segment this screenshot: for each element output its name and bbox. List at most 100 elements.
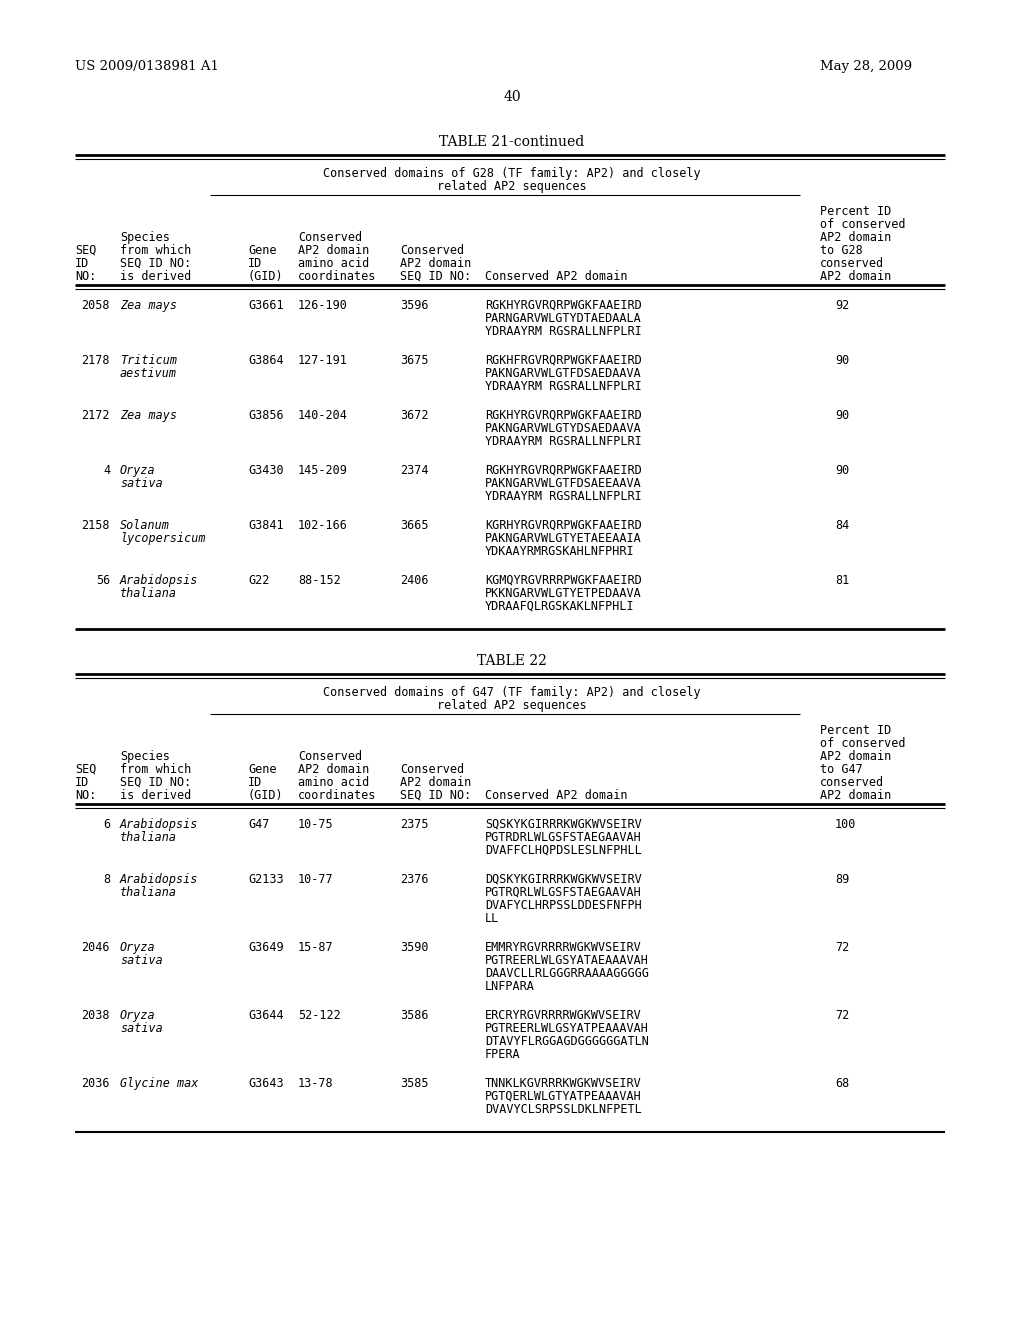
Text: 6: 6 <box>102 818 110 832</box>
Text: coordinates: coordinates <box>298 271 377 282</box>
Text: G3841: G3841 <box>248 519 284 532</box>
Text: AP2 domain: AP2 domain <box>298 244 370 257</box>
Text: Zea mays: Zea mays <box>120 409 177 422</box>
Text: from which: from which <box>120 763 191 776</box>
Text: thaliana: thaliana <box>120 886 177 899</box>
Text: ID: ID <box>75 257 89 271</box>
Text: SEQ: SEQ <box>75 763 96 776</box>
Text: (GID): (GID) <box>248 271 284 282</box>
Text: 100: 100 <box>835 818 856 832</box>
Text: to G47: to G47 <box>820 763 863 776</box>
Text: 72: 72 <box>835 941 849 954</box>
Text: AP2 domain: AP2 domain <box>820 750 891 763</box>
Text: PGTQERLWLGTYATPEAAAVAH: PGTQERLWLGTYATPEAAAVAH <box>485 1090 642 1104</box>
Text: 102-166: 102-166 <box>298 519 348 532</box>
Text: RGKHYRGVRQRPWGKFAAEIRD: RGKHYRGVRQRPWGKFAAEIRD <box>485 300 642 312</box>
Text: SQSKYKGIRRRKWGKWVSEIRV: SQSKYKGIRRRKWGKWVSEIRV <box>485 818 642 832</box>
Text: Arabidopsis: Arabidopsis <box>120 574 199 587</box>
Text: PAKNGARVWLGTFDSAEEAAVA: PAKNGARVWLGTFDSAEEAAVA <box>485 477 642 490</box>
Text: 2036: 2036 <box>82 1077 110 1090</box>
Text: SEQ ID NO:: SEQ ID NO: <box>120 257 191 271</box>
Text: 3665: 3665 <box>400 519 428 532</box>
Text: DVAVYCLSRPSSLDKLNFPETL: DVAVYCLSRPSSLDKLNFPETL <box>485 1104 642 1115</box>
Text: Gene: Gene <box>248 763 276 776</box>
Text: ID: ID <box>248 776 262 789</box>
Text: amino acid: amino acid <box>298 776 370 789</box>
Text: of conserved: of conserved <box>820 218 905 231</box>
Text: DTAVYFLRGGAGDGGGGGGATLN: DTAVYFLRGGAGDGGGGGGATLN <box>485 1035 649 1048</box>
Text: 15-87: 15-87 <box>298 941 334 954</box>
Text: PARNGARVWLGTYDTAEDAALA: PARNGARVWLGTYDTAEDAALA <box>485 312 642 325</box>
Text: related AP2 sequences: related AP2 sequences <box>437 700 587 711</box>
Text: coordinates: coordinates <box>298 789 377 803</box>
Text: US 2009/0138981 A1: US 2009/0138981 A1 <box>75 59 219 73</box>
Text: aestivum: aestivum <box>120 367 177 380</box>
Text: G3643: G3643 <box>248 1077 284 1090</box>
Text: Species: Species <box>120 750 170 763</box>
Text: is derived: is derived <box>120 789 191 803</box>
Text: 3586: 3586 <box>400 1008 428 1022</box>
Text: DVAFYCLHRPSSLDDESFNFPH: DVAFYCLHRPSSLDDESFNFPH <box>485 899 642 912</box>
Text: Conserved: Conserved <box>400 763 464 776</box>
Text: YDRAAYRM RGSRALLNFPLRI: YDRAAYRM RGSRALLNFPLRI <box>485 490 642 503</box>
Text: KGMQYRGVRRRPWGKFAAEIRD: KGMQYRGVRRRPWGKFAAEIRD <box>485 574 642 587</box>
Text: DAAVCLLRLGGGRRAAAAGGGGG: DAAVCLLRLGGGRRAAAAGGGGG <box>485 968 649 979</box>
Text: 2158: 2158 <box>82 519 110 532</box>
Text: 56: 56 <box>96 574 110 587</box>
Text: 4: 4 <box>102 465 110 477</box>
Text: Conserved AP2 domain: Conserved AP2 domain <box>485 271 628 282</box>
Text: Percent ID: Percent ID <box>820 205 891 218</box>
Text: 126-190: 126-190 <box>298 300 348 312</box>
Text: 92: 92 <box>835 300 849 312</box>
Text: ID: ID <box>248 257 262 271</box>
Text: is derived: is derived <box>120 271 191 282</box>
Text: ID: ID <box>75 776 89 789</box>
Text: PAKNGARVWLGTYDSAEDAAVA: PAKNGARVWLGTYDSAEDAAVA <box>485 422 642 436</box>
Text: AP2 domain: AP2 domain <box>820 271 891 282</box>
Text: Arabidopsis: Arabidopsis <box>120 818 199 832</box>
Text: DQSKYKGIRRRKWGKWVSEIRV: DQSKYKGIRRRKWGKWVSEIRV <box>485 873 642 886</box>
Text: 68: 68 <box>835 1077 849 1090</box>
Text: 3590: 3590 <box>400 941 428 954</box>
Text: EMMRYRGVRRRRWGKWVSEIRV: EMMRYRGVRRRRWGKWVSEIRV <box>485 941 642 954</box>
Text: 3596: 3596 <box>400 300 428 312</box>
Text: 2406: 2406 <box>400 574 428 587</box>
Text: Conserved: Conserved <box>298 231 362 244</box>
Text: ERCRYRGVRRRRWGKWVSEIRV: ERCRYRGVRRRRWGKWVSEIRV <box>485 1008 642 1022</box>
Text: thaliana: thaliana <box>120 587 177 601</box>
Text: 52-122: 52-122 <box>298 1008 341 1022</box>
Text: LNFPARA: LNFPARA <box>485 979 535 993</box>
Text: 2375: 2375 <box>400 818 428 832</box>
Text: Solanum: Solanum <box>120 519 170 532</box>
Text: PGTREERLWLGSYATPEAAAVAH: PGTREERLWLGSYATPEAAAVAH <box>485 1022 649 1035</box>
Text: G3644: G3644 <box>248 1008 284 1022</box>
Text: 90: 90 <box>835 409 849 422</box>
Text: sativa: sativa <box>120 477 163 490</box>
Text: (GID): (GID) <box>248 789 284 803</box>
Text: SEQ ID NO:: SEQ ID NO: <box>400 789 471 803</box>
Text: Gene: Gene <box>248 244 276 257</box>
Text: YDRAAFQLRGSKAKLNFPHLI: YDRAAFQLRGSKAKLNFPHLI <box>485 601 635 612</box>
Text: conserved: conserved <box>820 776 884 789</box>
Text: G47: G47 <box>248 818 269 832</box>
Text: AP2 domain: AP2 domain <box>400 776 471 789</box>
Text: RGKHYRGVRQRPWGKFAAEIRD: RGKHYRGVRQRPWGKFAAEIRD <box>485 465 642 477</box>
Text: G22: G22 <box>248 574 269 587</box>
Text: AP2 domain: AP2 domain <box>298 763 370 776</box>
Text: from which: from which <box>120 244 191 257</box>
Text: G3864: G3864 <box>248 354 284 367</box>
Text: 72: 72 <box>835 1008 849 1022</box>
Text: sativa: sativa <box>120 954 163 968</box>
Text: PAKNGARVWLGTFDSAEDAAVA: PAKNGARVWLGTFDSAEDAAVA <box>485 367 642 380</box>
Text: PGTRDRLWLGSFSTAEGAAVAH: PGTRDRLWLGSFSTAEGAAVAH <box>485 832 642 843</box>
Text: FPERA: FPERA <box>485 1048 520 1061</box>
Text: YDRAAYRM RGSRALLNFPLRI: YDRAAYRM RGSRALLNFPLRI <box>485 325 642 338</box>
Text: 140-204: 140-204 <box>298 409 348 422</box>
Text: LL: LL <box>485 912 500 925</box>
Text: 81: 81 <box>835 574 849 587</box>
Text: thaliana: thaliana <box>120 832 177 843</box>
Text: Arabidopsis: Arabidopsis <box>120 873 199 886</box>
Text: G3661: G3661 <box>248 300 284 312</box>
Text: NO:: NO: <box>75 271 96 282</box>
Text: AP2 domain: AP2 domain <box>820 231 891 244</box>
